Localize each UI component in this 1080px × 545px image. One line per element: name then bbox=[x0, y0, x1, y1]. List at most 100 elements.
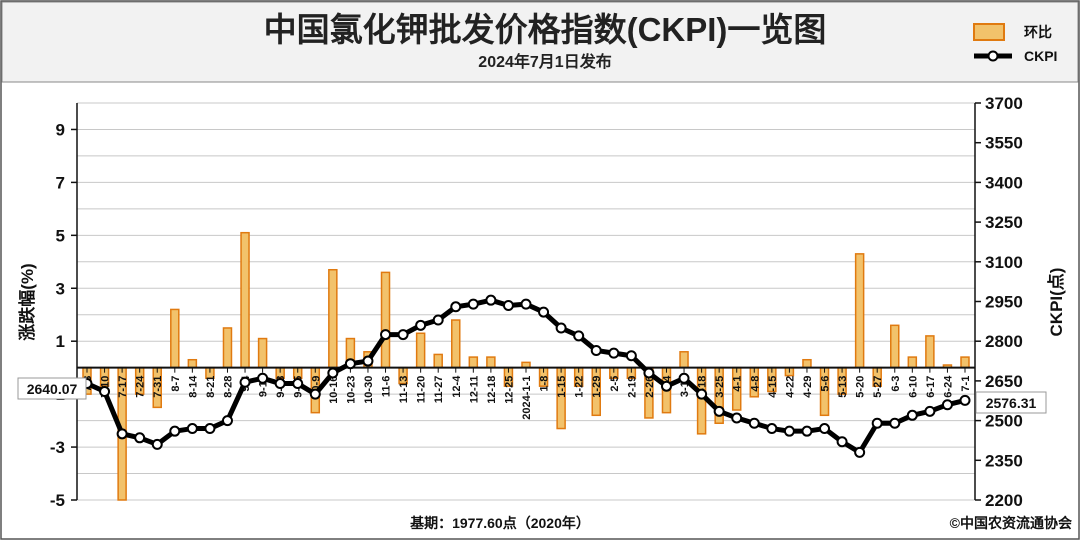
x-tick-label: 7-31 bbox=[152, 376, 164, 398]
ckpi-point bbox=[748, 417, 760, 429]
right-axis: 2200 2350 2500 2650 2800 2950 3100 3250 3400 3550… bbox=[974, 94, 1023, 510]
right-tick-label: 2950 bbox=[985, 293, 1023, 312]
bar bbox=[960, 356, 970, 369]
ckpi-point bbox=[327, 367, 339, 379]
right-tick-label: 2200 bbox=[985, 491, 1023, 510]
x-tick-label: 2024-1-1 bbox=[521, 376, 533, 420]
ckpi-point bbox=[134, 432, 146, 444]
copyright-note: ©中国农资流通协会 bbox=[950, 515, 1073, 531]
line-series bbox=[81, 294, 971, 458]
x-tick-label: 10-23 bbox=[345, 376, 357, 404]
bar bbox=[907, 356, 918, 369]
x-tick-label: 8-7 bbox=[170, 376, 182, 392]
x-tick-label: 6-3 bbox=[890, 376, 902, 392]
right-tick-label: 3700 bbox=[985, 94, 1023, 113]
ckpi-point bbox=[169, 425, 181, 437]
ckpi-point bbox=[906, 409, 918, 421]
legend-line-marker bbox=[987, 50, 999, 62]
x-tick-label: 4-29 bbox=[802, 376, 814, 398]
ckpi-point bbox=[344, 358, 356, 370]
bar bbox=[486, 356, 496, 369]
ckpi-point bbox=[415, 319, 427, 331]
ckpi-point bbox=[99, 385, 111, 397]
ckpi-point bbox=[520, 298, 532, 310]
chart-subtitle: 2024年7月1日发布 bbox=[478, 52, 611, 71]
right-tick-label: 2650 bbox=[985, 372, 1023, 391]
ckpi-point bbox=[485, 294, 497, 306]
bar bbox=[451, 319, 461, 369]
ckpi-point bbox=[783, 425, 795, 437]
right-tick-label: 3400 bbox=[985, 173, 1023, 192]
ckpi-point bbox=[274, 378, 286, 390]
bar bbox=[468, 356, 479, 369]
ckpi-point bbox=[889, 417, 901, 429]
left-axis-title: 涨跌幅(%) bbox=[17, 263, 37, 340]
x-tick-label: 11-20 bbox=[416, 376, 428, 404]
left-tick-label: 7 bbox=[56, 173, 65, 192]
ckpi-point bbox=[502, 299, 514, 311]
last-value-callout: 2576.31 bbox=[975, 391, 1047, 414]
x-tick-label: 7-17 bbox=[117, 376, 129, 398]
ckpi-point bbox=[836, 436, 848, 448]
last-value-label: 2576.31 bbox=[986, 395, 1037, 411]
x-tick-label: 5-13 bbox=[837, 376, 849, 398]
left-tick-label: 5 bbox=[56, 226, 65, 245]
bar bbox=[679, 351, 689, 369]
legend-bar-swatch bbox=[973, 23, 1005, 41]
ckpi-point bbox=[713, 405, 725, 417]
x-tick-label: 4-1 bbox=[732, 376, 744, 392]
ckpi-point bbox=[186, 423, 198, 435]
x-tick-label: 1-29 bbox=[591, 376, 603, 398]
right-tick-label: 2350 bbox=[985, 451, 1023, 470]
ckpi-point bbox=[309, 388, 321, 400]
base-period-note: 基期：1977.60点（2020年） bbox=[410, 515, 590, 531]
grid-lines bbox=[77, 102, 975, 501]
ckpi-point bbox=[625, 350, 637, 362]
x-tick-label: 12-18 bbox=[486, 376, 498, 404]
ckpi-point bbox=[608, 347, 620, 359]
x-tick-label: 5-20 bbox=[855, 376, 867, 398]
x-tick-label: 2-19 bbox=[626, 376, 638, 398]
x-tick-label: 3-25 bbox=[714, 376, 726, 398]
bar bbox=[802, 358, 812, 369]
x-tick-label: 8-28 bbox=[222, 376, 234, 398]
bar bbox=[854, 253, 865, 369]
ckpi-point bbox=[362, 355, 374, 367]
ckpi-point bbox=[432, 314, 444, 326]
ckpi-point bbox=[573, 330, 585, 342]
ckpi-point bbox=[819, 423, 831, 435]
x-tick-label: 6-24 bbox=[942, 375, 954, 398]
x-tick-label: 1-15 bbox=[556, 376, 568, 398]
bar bbox=[925, 335, 935, 369]
ckpi-point bbox=[380, 329, 392, 341]
x-tick-label: 12-4 bbox=[451, 375, 463, 398]
ckpi-point bbox=[924, 405, 936, 417]
right-tick-label: 2500 bbox=[985, 412, 1023, 431]
bar bbox=[415, 332, 426, 369]
legend-line-label: CKPI bbox=[1024, 48, 1057, 64]
x-tick-label: 5-27 bbox=[872, 376, 884, 398]
bar bbox=[257, 337, 268, 369]
ckpi-point bbox=[151, 438, 163, 450]
ckpi-point bbox=[204, 423, 216, 435]
legend-bar-label: 环比 bbox=[1024, 24, 1052, 40]
x-tick-label: 4-22 bbox=[784, 376, 796, 398]
bar bbox=[433, 353, 443, 369]
x-tick-label: 1-22 bbox=[574, 376, 586, 398]
x-tick-label: 6-10 bbox=[907, 376, 919, 398]
first-value-label: 2640.07 bbox=[27, 381, 78, 397]
x-tick-label: 10-30 bbox=[363, 376, 375, 404]
ckpi-point bbox=[941, 399, 953, 411]
ckpi-point bbox=[555, 322, 567, 334]
right-tick-label: 3550 bbox=[985, 134, 1023, 153]
ckpi-point bbox=[590, 344, 602, 356]
x-tick-label: 12-25 bbox=[503, 376, 515, 404]
bar bbox=[328, 268, 338, 369]
left-tick-label: 1 bbox=[56, 332, 65, 351]
x-tick-label: 8-21 bbox=[205, 376, 217, 398]
ckpi-point bbox=[450, 301, 462, 313]
ckpi-point bbox=[766, 423, 778, 435]
ckpi-point bbox=[257, 372, 269, 384]
x-tick-label: 4-15 bbox=[767, 376, 779, 398]
bar bbox=[170, 308, 180, 369]
